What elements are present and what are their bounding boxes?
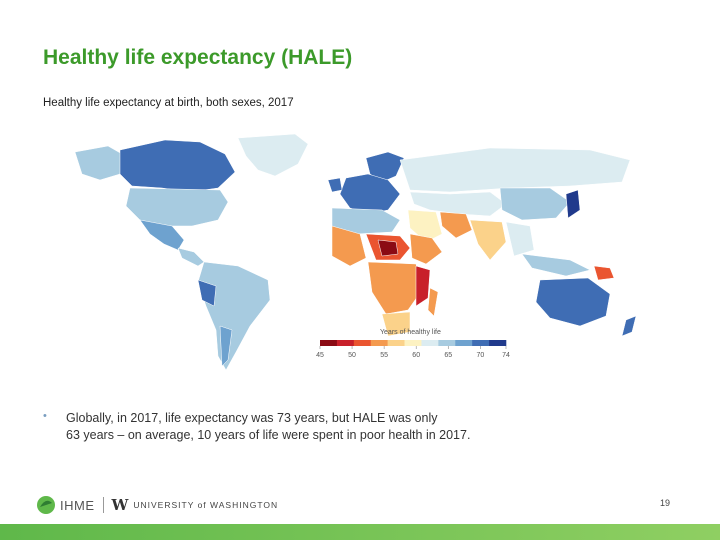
europe (327, 147, 631, 215)
legend-swatch (336, 340, 355, 346)
legend-tick-label: 60 (412, 352, 420, 359)
body-line-1: Globally, in 2017, life expectancy was 7… (66, 411, 438, 425)
footer-green-bar (0, 524, 720, 540)
legend-swatch (438, 340, 456, 346)
legend-swatch (404, 340, 422, 346)
legend-tick-label: 70 (476, 352, 484, 359)
legend-swatch (421, 340, 439, 346)
legend-swatch (489, 340, 507, 346)
legend-swatch (320, 340, 338, 346)
north-america (74, 133, 309, 267)
uw-logo-text: UNIVERSITY of WASHINGTON (133, 500, 279, 510)
legend-swatch (353, 340, 372, 346)
slide-title: Healthy life expectancy (HALE) (43, 46, 353, 69)
body-text: Globally, in 2017, life expectancy was 7… (66, 410, 586, 444)
legend-swatch (387, 340, 405, 346)
map-legend: Years of healthy life 45 50 55 60 65 70 74 (316, 329, 510, 359)
map-subtitle: Healthy life expectancy at birth, both s… (43, 97, 294, 109)
legend-swatch (455, 340, 473, 346)
asia (407, 187, 615, 281)
footer-logos: IHME W UNIVERSITY of WASHINGTON (36, 494, 278, 516)
legend-ticks: 45 50 55 60 65 70 74 (316, 346, 510, 359)
legend-tick-label: 45 (316, 352, 324, 359)
oceania (535, 277, 637, 337)
world-map: Years of healthy life 45 50 55 60 65 70 74 (74, 133, 637, 371)
south-america (197, 261, 271, 371)
uw-logo-mark: W (111, 496, 129, 514)
logo-divider (102, 497, 104, 513)
legend-swatch (370, 340, 388, 346)
legend-tick-label: 65 (444, 352, 452, 359)
legend-tick-label: 50 (348, 352, 356, 359)
legend-color-bar (320, 340, 507, 346)
legend-swatch (472, 340, 490, 346)
page-number: 19 (660, 498, 671, 508)
ihme-logo-text: IHME (60, 497, 95, 513)
body-line-2: 63 years – on average, 10 years of life … (66, 428, 471, 442)
legend-title: Years of healthy life (380, 329, 441, 336)
africa (331, 207, 443, 337)
legend-tick-label: 55 (380, 352, 388, 359)
bullet-marker: • (43, 410, 47, 422)
legend-tick-label: 74 (502, 352, 510, 359)
ihme-leaf-icon (37, 496, 55, 514)
